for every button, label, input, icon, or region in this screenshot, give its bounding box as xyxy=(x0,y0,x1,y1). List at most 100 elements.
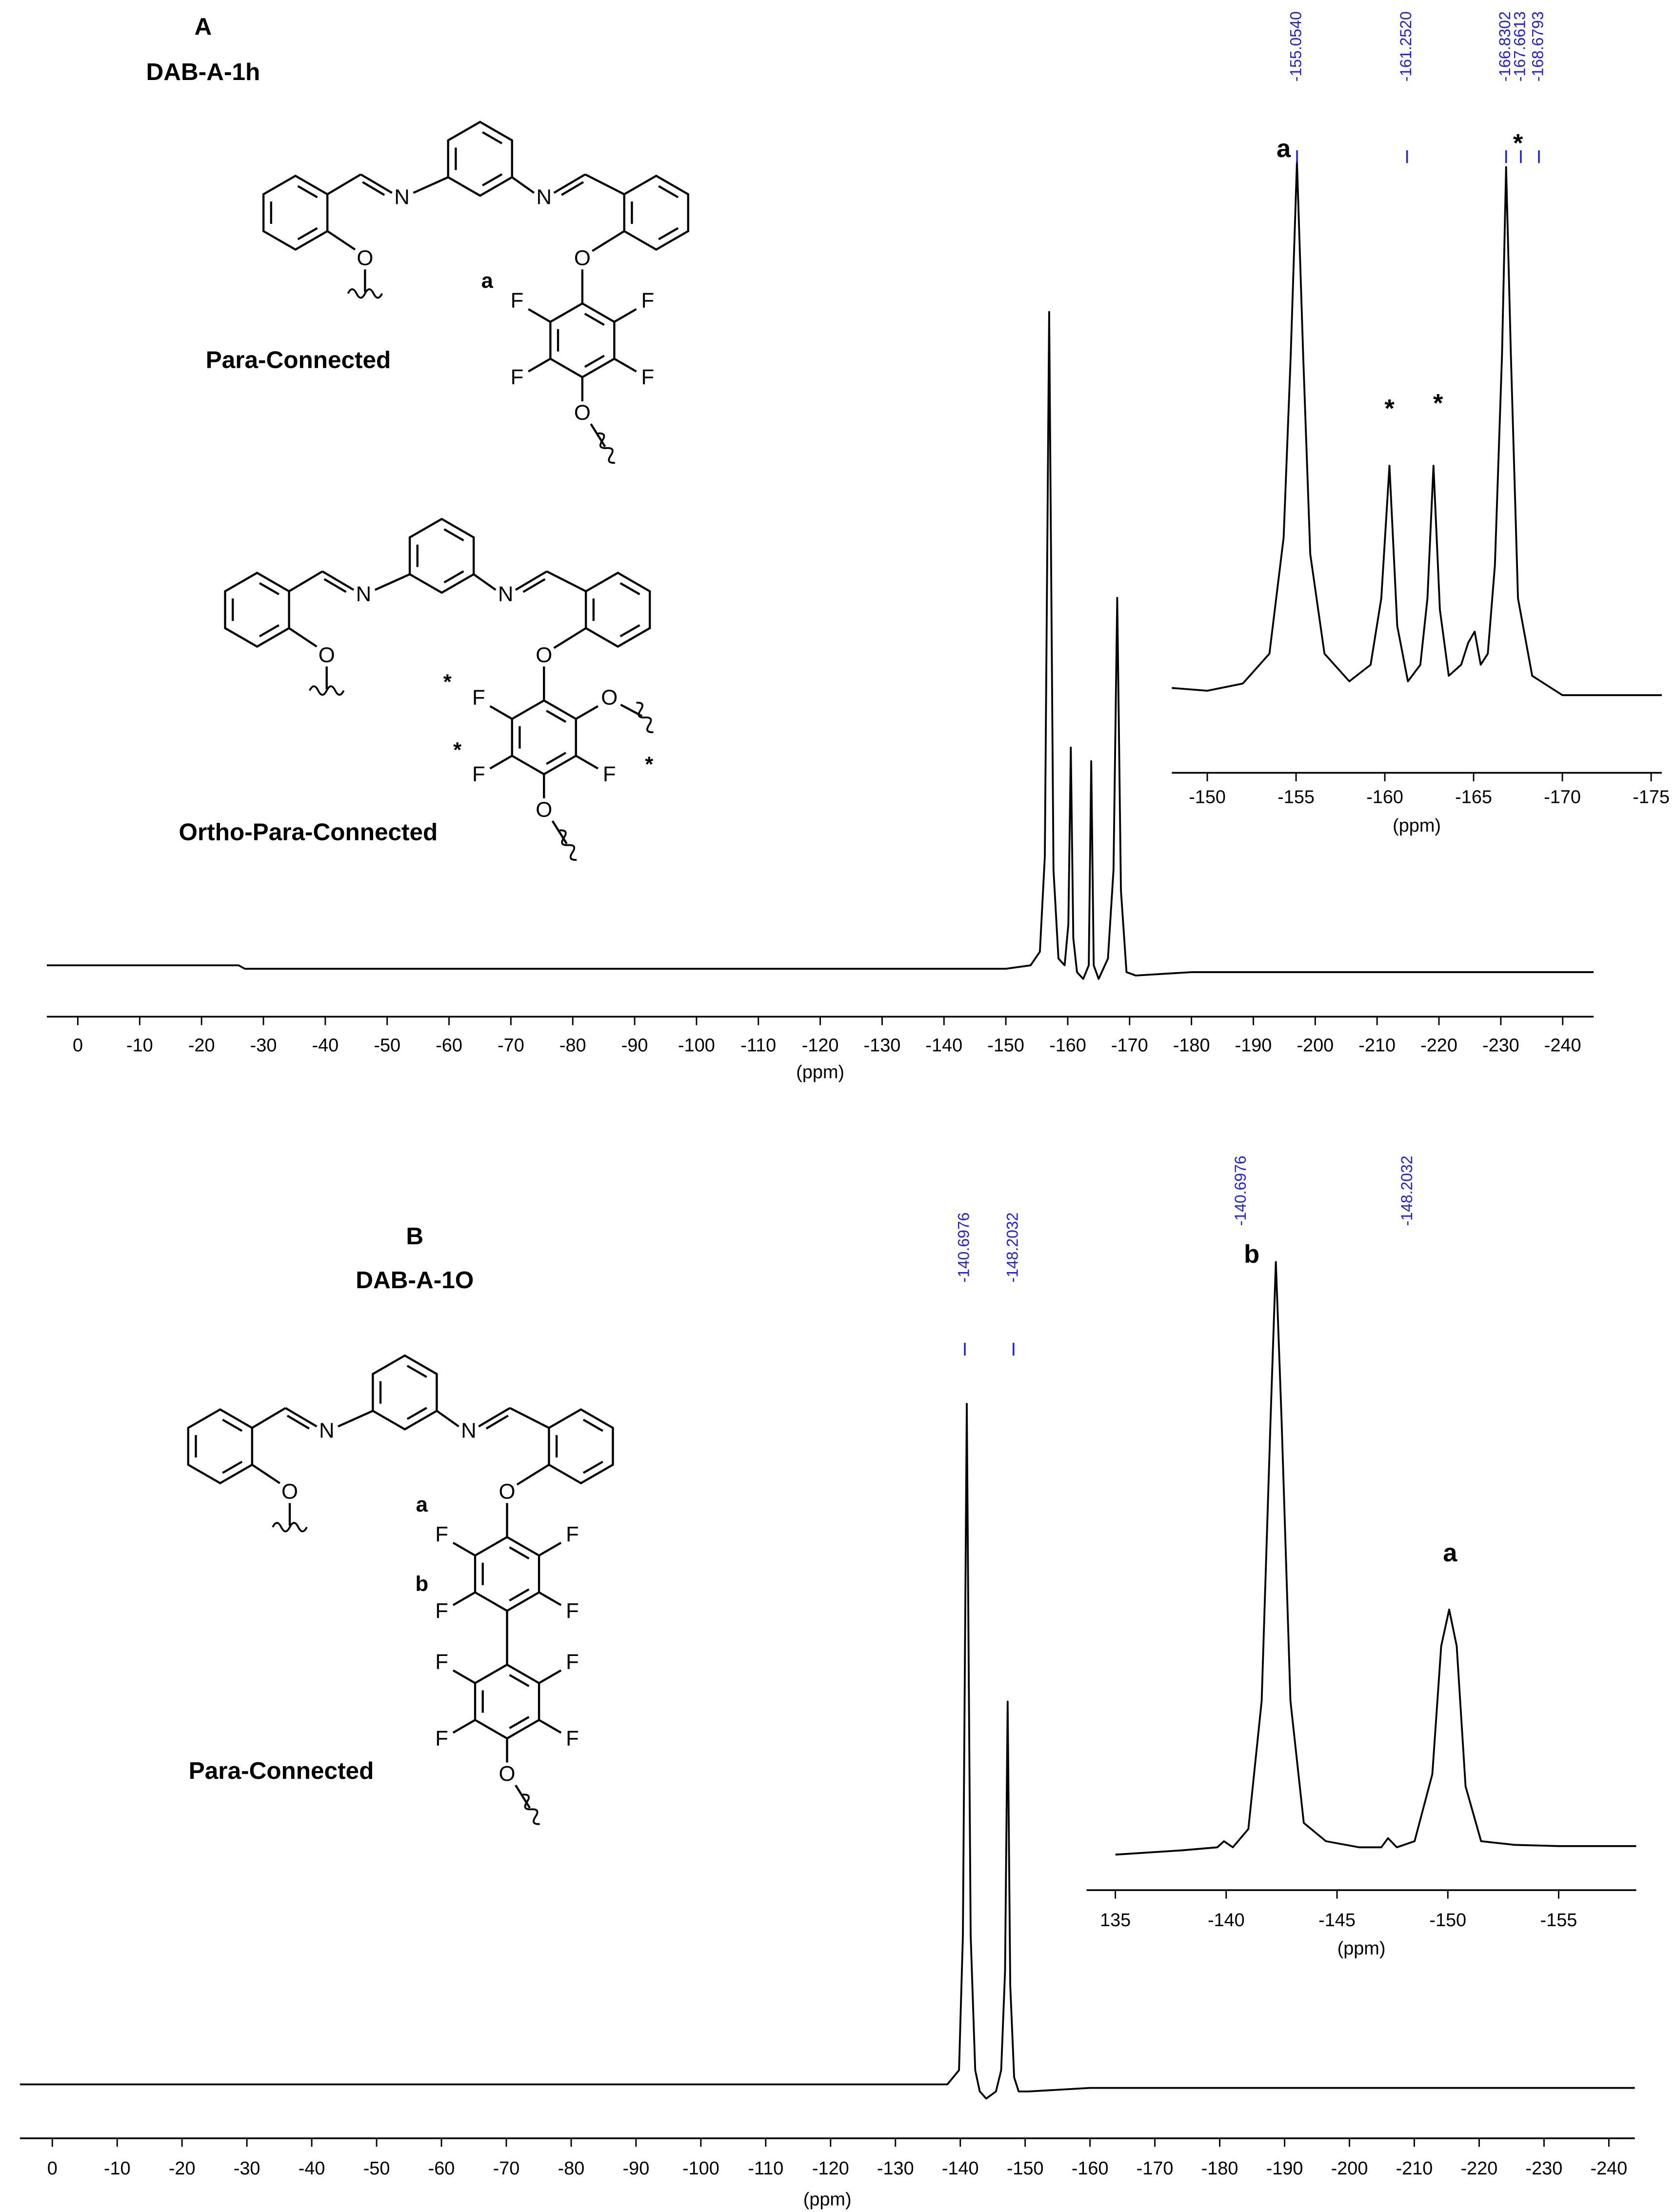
x-tick-label: -10 xyxy=(104,2158,131,2179)
attachment-wave xyxy=(522,1794,540,1825)
x-tick-label: -150 xyxy=(1429,1910,1466,1931)
bond xyxy=(473,573,497,591)
bond xyxy=(582,1460,603,1474)
bond xyxy=(297,185,318,199)
x-tick-label: -170 xyxy=(1137,2158,1174,2179)
bond xyxy=(551,820,568,844)
attachment-wave xyxy=(309,685,345,696)
x-axis-label: (ppm) xyxy=(796,1062,844,1083)
x-tick-label: -200 xyxy=(1297,1035,1334,1056)
bond xyxy=(546,570,587,593)
x-tick-label: -150 xyxy=(1189,787,1226,808)
atom-label: F xyxy=(472,762,485,786)
x-tick-label: -50 xyxy=(363,2158,390,2179)
peak-annotation: a xyxy=(1277,135,1291,163)
bond xyxy=(538,1669,562,1684)
peak-label: -140.6976 xyxy=(1232,1156,1249,1226)
atom-label: O xyxy=(281,1480,298,1504)
structure-caption: Para-Connected xyxy=(206,346,391,373)
x-tick-label: -30 xyxy=(234,2158,260,2179)
spectrum-line xyxy=(1172,160,1662,697)
peak-label: -166.8302 xyxy=(1496,11,1514,81)
bond xyxy=(590,423,606,447)
bond xyxy=(584,313,605,326)
attachment-wave xyxy=(272,1522,308,1533)
peak-label: -161.2520 xyxy=(1397,11,1415,81)
atom-label: F xyxy=(435,1599,448,1623)
atom-label: F xyxy=(641,289,654,313)
x-tick-label: -50 xyxy=(374,1035,400,1056)
attachment-wave xyxy=(347,288,383,299)
bond xyxy=(323,578,347,593)
x-tick-label: -160 xyxy=(1049,1035,1086,1056)
x-tick-label: -100 xyxy=(678,1035,715,1056)
x-tick-label: -175 xyxy=(1633,787,1670,808)
atom-label: F xyxy=(566,1522,579,1546)
x-tick-label: -200 xyxy=(1331,2158,1368,2179)
attachment-wave xyxy=(559,829,577,861)
x-tick-label: 0 xyxy=(73,1035,83,1056)
x-tick-label: -60 xyxy=(436,1035,462,1056)
atom-label: F xyxy=(435,1650,448,1674)
bond xyxy=(443,570,464,584)
chart-subtitle: DAB-A-1h xyxy=(146,59,260,85)
bond xyxy=(413,176,449,194)
x-tick-label: -60 xyxy=(428,2158,455,2179)
x-tick-label: -130 xyxy=(864,1035,901,1056)
bond xyxy=(406,1365,427,1378)
bond xyxy=(516,1464,550,1486)
structure-caption: Para-Connected xyxy=(189,1757,374,1784)
peak-annotation: a xyxy=(1443,1539,1457,1567)
x-tick-label: -90 xyxy=(623,2158,650,2179)
x-tick-label: -155 xyxy=(1277,787,1315,808)
atom-label: F xyxy=(566,1599,579,1623)
bond xyxy=(452,1669,476,1684)
bond xyxy=(374,573,410,591)
peak-label: -148.2032 xyxy=(1398,1156,1416,1226)
attachment-wave xyxy=(598,432,615,464)
x-tick-label: -180 xyxy=(1173,1035,1210,1056)
bond xyxy=(482,131,503,144)
position-label: a xyxy=(416,1493,428,1516)
bond xyxy=(478,1407,511,1428)
bond xyxy=(297,227,318,240)
x-tick-label: -230 xyxy=(1482,1035,1519,1056)
bond xyxy=(614,358,637,373)
atom-label: O xyxy=(499,1480,516,1504)
position-label: b xyxy=(415,1572,428,1596)
bond xyxy=(286,1415,310,1430)
atom-label: N xyxy=(461,1419,477,1443)
chart-title: A xyxy=(195,13,212,40)
spectrum-line xyxy=(47,311,1594,980)
bond xyxy=(614,308,637,323)
peak-label: -148.2032 xyxy=(1003,1213,1021,1283)
bond xyxy=(584,355,605,368)
position-label: * xyxy=(645,752,653,776)
x-tick-label: -20 xyxy=(188,1035,215,1056)
bond xyxy=(553,173,586,194)
x-tick-label: -145 xyxy=(1318,1910,1356,1931)
peak-annotation: * xyxy=(1384,395,1395,423)
x-tick-label: -120 xyxy=(812,2158,849,2179)
x-tick-label: -130 xyxy=(877,2158,914,2179)
bond xyxy=(515,1784,531,1809)
peak-label: -168.6793 xyxy=(1529,11,1546,81)
bond xyxy=(251,1407,286,1429)
bond xyxy=(443,528,464,541)
atom-label: F xyxy=(603,762,616,786)
spectrum-line xyxy=(1115,1261,1636,1856)
bond xyxy=(592,230,625,252)
chart-title: B xyxy=(406,1223,423,1250)
atom-label: N xyxy=(319,1419,335,1443)
bond xyxy=(251,1464,280,1484)
bond xyxy=(326,230,356,251)
bond xyxy=(619,582,640,596)
spectrum-line xyxy=(20,1403,1635,2100)
atom-label: O xyxy=(536,797,552,821)
x-tick-label: -100 xyxy=(682,2158,719,2179)
peak-annotation: * xyxy=(1433,389,1443,418)
x-tick-label: -240 xyxy=(1590,2158,1627,2179)
peak-label: -155.0540 xyxy=(1287,11,1304,81)
bond xyxy=(584,173,625,196)
